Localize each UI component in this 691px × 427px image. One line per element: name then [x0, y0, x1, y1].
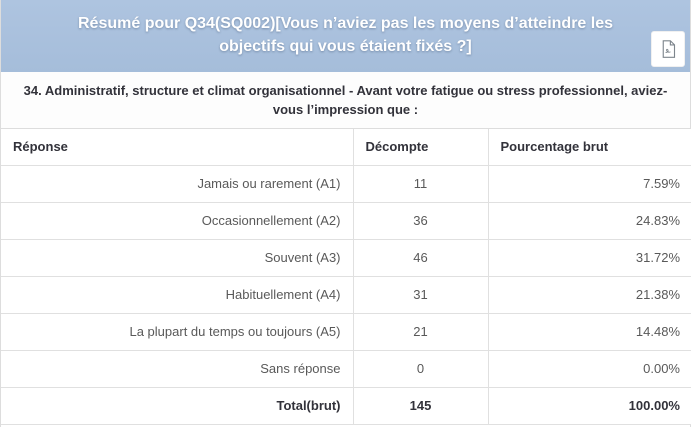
count-value: 31: [352, 275, 489, 314]
total-count: 145: [352, 386, 489, 425]
total-percentage: 100.00%: [487, 386, 691, 425]
table-row: Jamais ou rarement (A1) 11 7.59%: [1, 164, 691, 203]
table-row: Occasionnellement (A2) 36 24.83%: [1, 201, 691, 240]
percentage-value: 24.83%: [487, 201, 691, 240]
count-value: 36: [352, 201, 489, 240]
column-header-decompte: Décompte: [352, 129, 489, 166]
table-header-row: Réponse Décompte Pourcentage brut: [1, 129, 691, 166]
answer-label: Sans réponse: [1, 349, 354, 388]
count-value: 11: [352, 164, 489, 203]
percentage-value: 7.59%: [487, 164, 691, 203]
answer-label: Occasionnellement (A2): [1, 201, 354, 240]
export-pdf-button[interactable]: [651, 31, 685, 67]
table-row: Souvent (A3) 46 31.72%: [1, 238, 691, 277]
table-row: Sans réponse 0 0.00%: [1, 349, 691, 388]
percentage-value: 31.72%: [487, 238, 691, 277]
count-value: 21: [352, 312, 489, 351]
column-header-reponse: Réponse: [1, 129, 354, 166]
answer-label: Souvent (A3): [1, 238, 354, 277]
count-value: 0: [352, 349, 489, 388]
percentage-value: 0.00%: [487, 349, 691, 388]
table-total-row: Total(brut) 145 100.00%: [1, 386, 691, 425]
answer-label: Habituellement (A4): [1, 275, 354, 314]
panel-heading: Résumé pour Q34(SQ002)[Vous n’aviez pas …: [1, 0, 690, 72]
answer-label: Jamais ou rarement (A1): [1, 164, 354, 203]
table-row: Habituellement (A4) 31 21.38%: [1, 275, 691, 314]
file-pdf-icon: [661, 40, 676, 58]
count-value: 46: [352, 238, 489, 277]
total-label: Total(brut): [1, 386, 354, 425]
answer-label: La plupart du temps ou toujours (A5): [1, 312, 354, 351]
percentage-value: 21.38%: [487, 275, 691, 314]
percentage-value: 14.48%: [487, 312, 691, 351]
question-text: 34. Administratif, structure et climat o…: [1, 72, 690, 129]
summary-title: Résumé pour Q34(SQ002)[Vous n’aviez pas …: [78, 15, 613, 55]
table-row: La plupart du temps ou toujours (A5) 21 …: [1, 312, 691, 351]
column-header-pourcentage: Pourcentage brut: [487, 129, 691, 166]
results-table: Réponse Décompte Pourcentage brut Jamais…: [1, 129, 691, 425]
